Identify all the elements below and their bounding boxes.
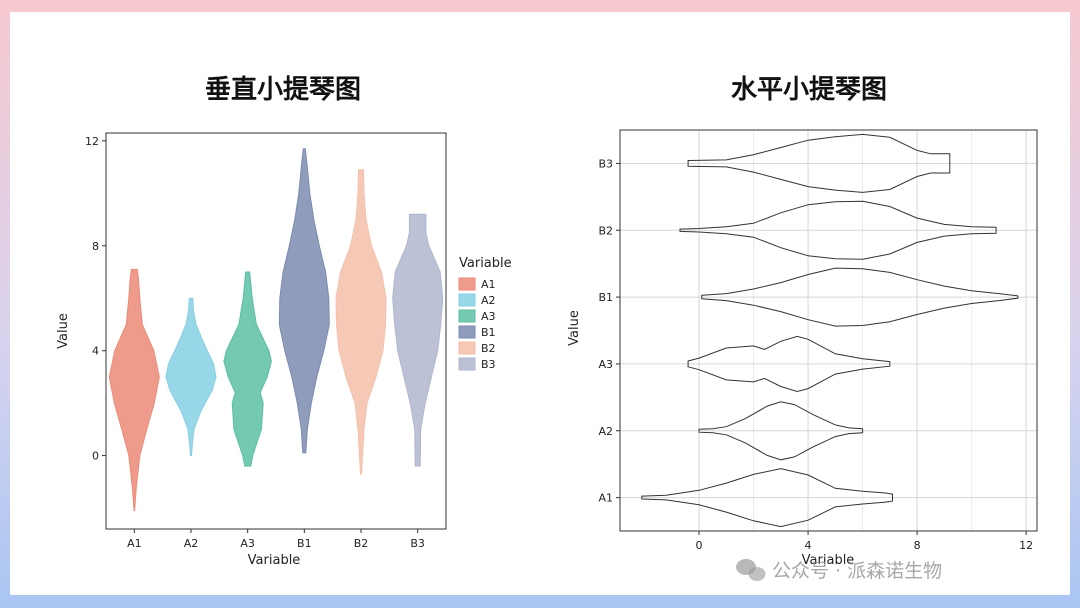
- horizontal-violin-b2: [679, 200, 997, 260]
- horizontal-chart-title: 水平小提琴图: [731, 75, 887, 105]
- horizontal-y-tick-label: B2: [598, 224, 613, 237]
- violin-charts-canvas: 垂直小提琴图 0 4 8 12 A1 A2 A3 B1 B2 B3 Variable Value…: [56, 75, 1038, 582]
- legend-swatch-b2: [458, 341, 476, 355]
- vertical-x-axis-label: Variable: [248, 553, 301, 568]
- vertical-y-tick-label: 12: [85, 135, 99, 148]
- horizontal-x-tick-label: 4: [805, 539, 812, 552]
- legend-title: Variable: [459, 256, 512, 271]
- horizontal-x-tick-label: 12: [1019, 539, 1033, 552]
- vertical-x-ticks: A1 A2 A3 B1 B2 B3: [127, 529, 425, 550]
- vertical-violins: [108, 148, 444, 512]
- horizontal-x-tick-label: 0: [696, 539, 703, 552]
- legend-swatch-b3: [458, 357, 476, 371]
- legend-label-a3: A3: [481, 310, 496, 323]
- vertical-x-tick-label: B2: [354, 537, 369, 550]
- horizontal-x-axis-label: Variable: [802, 553, 855, 568]
- watermark: 公众号 · 派森诺生物: [736, 559, 942, 582]
- horizontal-y-tick-label: A2: [598, 425, 613, 438]
- horizontal-y-ticks: A1 A2 A3 B1 B2 B3: [598, 157, 620, 505]
- vertical-plot-frame: [105, 132, 447, 530]
- horizontal-x-tick-label: 8: [914, 539, 921, 552]
- legend-swatch-a1: [458, 277, 476, 291]
- legend-swatch-b1: [458, 325, 476, 339]
- violin-a2: [165, 297, 217, 457]
- violin-b1: [278, 148, 330, 454]
- horizontal-gridlines: [620, 130, 1037, 531]
- horizontal-violin-a1: [641, 468, 893, 528]
- wechat-icon: [736, 559, 766, 581]
- horizontal-y-tick-label: A1: [598, 492, 613, 505]
- vertical-x-tick-label: A2: [184, 537, 199, 550]
- vertical-x-tick-label: B3: [410, 537, 425, 550]
- watermark-text: 公众号 · 派森诺生物: [772, 560, 942, 582]
- horizontal-violin-a3: [687, 335, 891, 393]
- horizontal-violin-a2: [698, 401, 864, 461]
- violin-a1: [108, 268, 160, 512]
- legend-swatch-a3: [458, 309, 476, 323]
- horizontal-y-tick-label: B3: [598, 157, 613, 170]
- legend-label-b1: B1: [481, 326, 496, 339]
- vertical-x-tick-label: B1: [297, 537, 312, 550]
- horizontal-violin-chart: 水平小提琴图 A1 A2 A3 B1 B2 B3 0 4 8 12 Value Variable: [567, 75, 1038, 568]
- horizontal-y-axis-label: Value: [567, 310, 582, 346]
- horizontal-violins: [641, 133, 1019, 528]
- vertical-y-tick-label: 4: [92, 345, 99, 358]
- legend: Variable A1 A2 A3 B1 B2 B3: [458, 256, 512, 371]
- vertical-x-tick-label: A3: [240, 537, 255, 550]
- horizontal-plot-frame: [619, 129, 1038, 532]
- violin-a3: [223, 271, 272, 467]
- horizontal-violin-b1: [701, 267, 1019, 327]
- legend-label-b3: B3: [481, 358, 496, 371]
- horizontal-violin-b3: [687, 133, 951, 193]
- horizontal-x-ticks: 0 4 8 12: [696, 531, 1033, 552]
- vertical-y-axis-label: Value: [56, 313, 71, 349]
- vertical-violin-chart: 垂直小提琴图 0 4 8 12 A1 A2 A3 B1 B2 B3 Variable Value…: [56, 75, 512, 568]
- legend-items: A1 A2 A3 B1 B2 B3: [458, 277, 496, 371]
- vertical-y-tick-label: 8: [92, 240, 99, 253]
- vertical-x-tick-label: A1: [127, 537, 142, 550]
- legend-label-a1: A1: [481, 278, 496, 291]
- slide-card: 垂直小提琴图 0 4 8 12 A1 A2 A3 B1 B2 B3 Variable Value…: [10, 12, 1070, 595]
- horizontal-y-tick-label: B1: [598, 291, 613, 304]
- horizontal-y-tick-label: A3: [598, 358, 613, 371]
- vertical-chart-title: 垂直小提琴图: [205, 75, 361, 105]
- vertical-y-tick-label: 0: [92, 450, 99, 463]
- legend-label-a2: A2: [481, 294, 496, 307]
- legend-swatch-a2: [458, 293, 476, 307]
- violin-b3: [392, 213, 444, 467]
- violin-b2: [335, 169, 387, 475]
- legend-label-b2: B2: [481, 342, 496, 355]
- vertical-y-ticks: 0 4 8 12: [85, 135, 106, 463]
